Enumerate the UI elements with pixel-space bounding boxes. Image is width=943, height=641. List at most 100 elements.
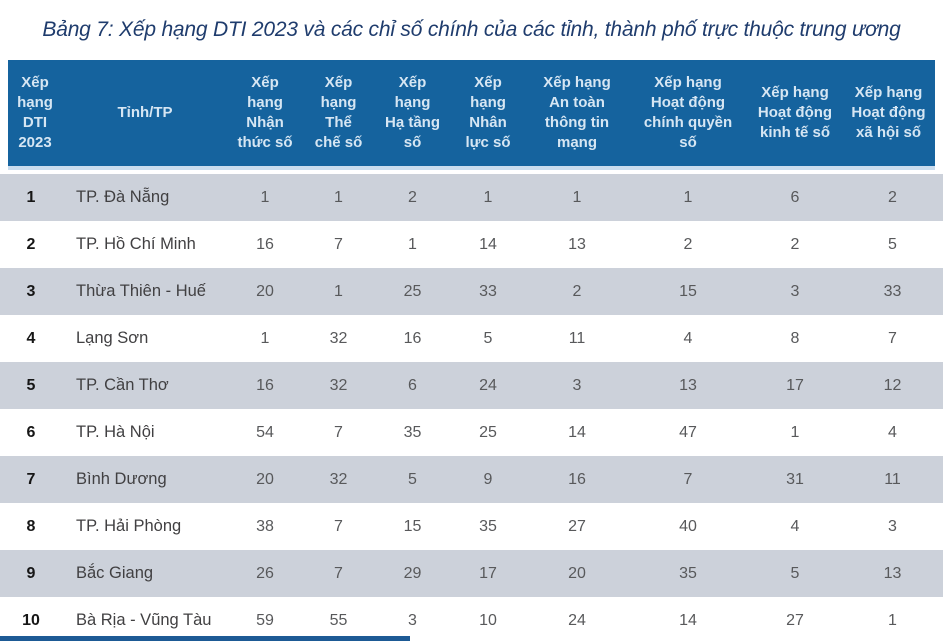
table-row: 6 TP. Hà Nội 54 7 35 25 14 47 1 4 — [0, 409, 943, 456]
value-cell: 7 — [334, 517, 343, 535]
value-cell: 4 — [888, 423, 897, 441]
rank-cell: 9 — [26, 564, 36, 582]
rank-cell: 3 — [26, 282, 36, 300]
value-cell: 3 — [888, 517, 897, 535]
province-cell: Bắc Giang — [76, 564, 154, 582]
value-cell: 1 — [683, 188, 693, 206]
value-cell: 32 — [329, 470, 348, 488]
value-cell: 5 — [408, 470, 417, 488]
value-cell: 13 — [883, 564, 902, 582]
value-cell: 27 — [786, 611, 804, 629]
value-cell: 15 — [679, 282, 697, 300]
value-cell: 13 — [679, 376, 697, 394]
col-header-ha-tang-so: Xếp hạng Hạ tầng số — [384, 73, 440, 152]
col-header-kinh-te-so: Xếp hạng Hoạt động kinh tế số — [757, 83, 833, 142]
value-cell: 1 — [260, 329, 270, 347]
value-cell: 1 — [334, 188, 343, 206]
value-cell: 27 — [568, 517, 586, 535]
rank-cell: 2 — [26, 235, 36, 253]
province-cell: Bình Dương — [76, 470, 167, 488]
province-cell: TP. Hải Phòng — [76, 517, 182, 535]
table-body: 1 TP. Đà Nẵng 1 1 2 1 1 1 6 2 2 TP. Hồ Chí Minh 16 7 1… — [0, 174, 943, 641]
table-row: 3 Thừa Thiên - Huế 20 1 25 33 2 15 3 33 — [0, 268, 943, 315]
value-cell: 9 — [483, 470, 493, 488]
value-cell: 15 — [403, 517, 422, 535]
value-cell: 25 — [479, 423, 497, 441]
value-cell: 20 — [256, 470, 274, 488]
value-cell: 20 — [568, 564, 586, 582]
value-cell: 2 — [572, 282, 582, 300]
value-cell: 6 — [408, 376, 417, 394]
value-cell: 7 — [683, 470, 693, 488]
value-cell: 16 — [256, 376, 274, 394]
value-cell: 5 — [790, 564, 800, 582]
value-cell: 35 — [479, 517, 497, 535]
table-row: 4 Lạng Sơn 1 32 16 5 11 4 8 7 — [0, 315, 943, 362]
value-cell: 7 — [334, 235, 343, 253]
col-header-nhan-thuc-so: Xếp hạng Nhận thức số — [237, 73, 293, 152]
value-cell: 1 — [483, 188, 493, 206]
value-cell: 25 — [403, 282, 422, 300]
value-cell: 17 — [479, 564, 497, 582]
value-cell: 1 — [888, 611, 897, 629]
value-cell: 7 — [334, 423, 343, 441]
value-cell: 1 — [334, 282, 343, 300]
value-cell: 55 — [329, 611, 348, 629]
col-header-chinh-quyen-so: Xếp hạng Hoạt động chính quyền số — [643, 73, 733, 152]
value-cell: 38 — [256, 517, 274, 535]
value-cell: 4 — [790, 517, 800, 535]
rank-cell: 1 — [26, 188, 36, 206]
value-cell: 31 — [786, 470, 804, 488]
table-row: 5 TP. Cần Thơ 16 32 6 24 3 13 17 12 — [0, 362, 943, 409]
value-cell: 1 — [260, 188, 270, 206]
value-cell: 14 — [679, 611, 697, 629]
table-row: 7 Bình Dương 20 32 5 9 16 7 31 11 — [0, 456, 943, 503]
col-header-nhan-luc-so: Xếp hạng Nhân lực số — [465, 73, 511, 152]
cut-off-footer-row-edge — [0, 636, 410, 641]
table-row: 2 TP. Hồ Chí Minh 16 7 1 14 13 2 2 5 — [0, 221, 943, 268]
value-cell: 10 — [479, 611, 497, 629]
value-cell: 1 — [572, 188, 582, 206]
value-cell: 3 — [572, 376, 582, 394]
col-header-an-toan-ttm: Xếp hạng An toàn thông tin mạng — [543, 73, 611, 152]
rank-cell: 6 — [26, 423, 36, 441]
province-cell: Thừa Thiên - Huế — [76, 282, 206, 300]
value-cell: 6 — [790, 188, 800, 206]
value-cell: 20 — [256, 282, 274, 300]
value-cell: 11 — [884, 470, 901, 488]
value-cell: 1 — [408, 235, 417, 253]
value-cell: 33 — [883, 282, 902, 300]
province-cell: TP. Hồ Chí Minh — [76, 235, 196, 253]
value-cell: 16 — [403, 329, 422, 347]
col-header-xa-hoi-so: Xếp hạng Hoạt động xã hội số — [851, 83, 926, 142]
value-cell: 26 — [256, 564, 274, 582]
value-cell: 3 — [408, 611, 417, 629]
value-cell: 2 — [888, 188, 897, 206]
table-row: 8 TP. Hải Phòng 38 7 15 35 27 40 4 3 — [0, 503, 943, 550]
value-cell: 40 — [679, 517, 697, 535]
table-row: 10 Bà Rịa - Vũng Tàu 59 55 3 10 24 14 27 1 — [0, 597, 943, 641]
value-cell: 24 — [568, 611, 586, 629]
value-cell: 5 — [888, 235, 897, 253]
value-cell: 12 — [883, 376, 902, 394]
value-cell: 3 — [790, 282, 800, 300]
rank-cell: 7 — [26, 470, 36, 488]
value-cell: 29 — [403, 564, 422, 582]
value-cell: 16 — [568, 470, 586, 488]
table-caption: Bảng 7: Xếp hạng DTI 2023 và các chỉ số … — [42, 18, 901, 41]
province-cell: TP. Hà Nội — [76, 423, 155, 441]
value-cell: 14 — [568, 423, 586, 441]
value-cell: 4 — [683, 329, 693, 347]
col-header-the-che-so: Xếp hạng Thể chế số — [314, 73, 363, 152]
value-cell: 8 — [790, 329, 800, 347]
value-cell: 32 — [329, 329, 348, 347]
value-cell: 17 — [786, 376, 804, 394]
table-header-row: Xếp hạng DTI 2023 Tỉnh/TP Xếp hạng Nhận … — [8, 60, 935, 170]
rank-cell: 4 — [26, 329, 36, 347]
value-cell: 2 — [408, 188, 417, 206]
value-cell: 13 — [568, 235, 586, 253]
rank-cell: 8 — [26, 517, 36, 535]
province-cell: Bà Rịa - Vũng Tàu — [76, 611, 212, 629]
value-cell: 24 — [479, 376, 497, 394]
